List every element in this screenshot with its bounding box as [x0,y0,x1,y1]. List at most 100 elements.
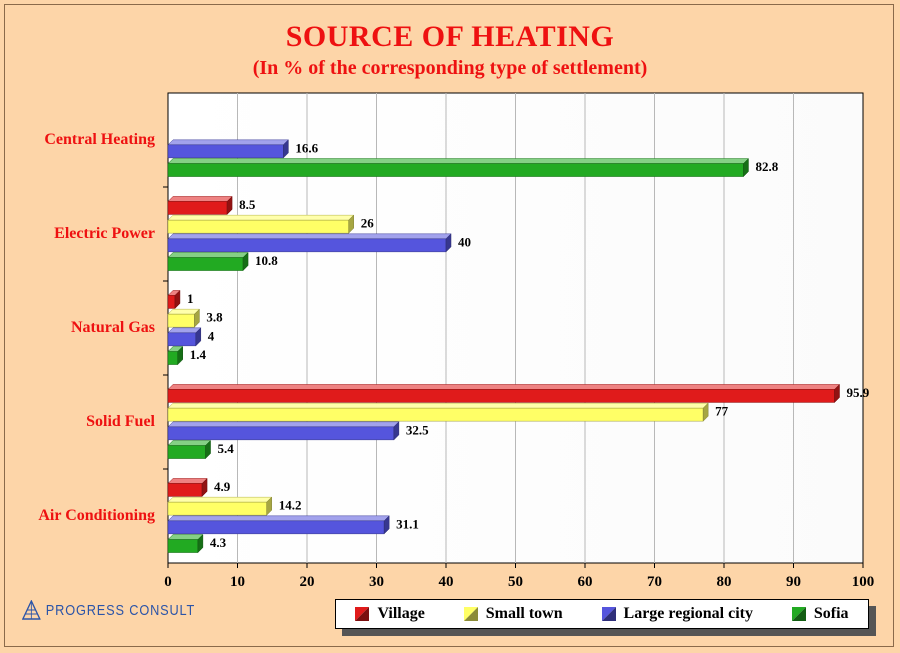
x-tick-label: 0 [164,574,172,590]
data-label: 3.8 [206,310,223,325]
bar-top-face [167,440,212,446]
legend: Village Small town Large regional city Sofi… [335,599,869,629]
legend-swatch [355,607,370,621]
x-tick-label: 50 [508,574,523,590]
bar-top-face [167,496,273,503]
data-label: 10.8 [255,253,278,268]
data-label: 4.3 [210,535,227,550]
legend-item: Large regional city [601,605,753,623]
bar-top-face [167,214,355,221]
data-label: 16.6 [295,140,318,155]
data-label: 4 [208,328,215,343]
company-logo: PROGRESS CONSULT [22,600,195,620]
legend-swatch [791,607,806,621]
bar-top-face [167,421,400,428]
bar-top-face [167,515,390,522]
data-label: 32.5 [406,422,429,437]
bar-village [167,295,176,309]
data-label: 95.9 [847,385,870,400]
bar-top-face [167,158,750,164]
chart-title: SOURCE OF HEATING [285,20,615,53]
data-label: 77 [715,404,729,419]
x-tick-label: 70 [647,574,662,590]
bar-top-face [167,478,208,484]
bar-top-face [167,402,709,409]
data-label: 4.9 [214,479,231,494]
chart-frame [4,4,894,647]
bar-large-regional-city [167,426,395,441]
data-label: 8.5 [239,197,256,212]
data-label: 40 [458,234,471,249]
progress-consult-logo-icon [22,600,41,620]
category-label: Air Conditioning [38,507,155,524]
bar-end-face [834,383,840,404]
bar-end-face [201,477,208,498]
data-label: 14.2 [279,498,302,513]
bar-village [167,389,835,403]
bar-sofia [167,445,206,459]
x-tick-label: 100 [852,574,875,590]
bar-end-face [266,496,272,516]
legend-label: Large regional city [623,605,753,622]
legend-swatch [601,607,616,621]
bar-top-face [167,308,201,315]
bar-small-town [167,219,349,234]
bar-end-face [197,533,204,554]
bar-end-face [177,345,183,366]
chart-subtitle: (In % of the corresponding type of settl… [252,57,648,79]
bar-large-regional-city [167,332,197,347]
x-tick-label: 40 [439,574,454,590]
bar-end-face [195,327,202,347]
bar-end-face [194,308,200,328]
category-label: Central Heating [44,131,155,148]
category-label: Electric Power [54,225,155,242]
bar-top-face [167,233,452,240]
data-label: 26 [361,216,375,231]
data-label: 1 [187,291,194,306]
bar-large-regional-city [167,144,284,159]
bar-small-town [167,407,704,422]
bar-top-face [167,139,289,146]
x-tick-label: 10 [230,574,245,590]
bar-top-face [167,196,233,202]
bar-end-face [226,195,233,216]
legend-label: Small town [485,605,563,622]
x-tick-label: 30 [369,574,384,590]
legend-item: Small town [463,605,563,623]
bar-end-face [743,157,749,178]
data-label: 1.4 [190,347,207,362]
category-label: Solid Fuel [86,413,155,430]
x-tick-label: 60 [578,574,593,590]
bar-top-face [167,327,202,334]
bar-end-face [205,439,211,460]
data-label: 82.8 [755,159,778,174]
data-label: 5.4 [218,441,235,456]
x-tick-label: 80 [717,574,732,590]
bar-large-regional-city [167,238,447,253]
legend-swatch [463,607,478,621]
bar-end-face [702,402,709,422]
legend-label: Sofia [813,605,849,622]
bar-sofia [167,351,178,365]
bar-top-face [167,534,204,540]
logo-text: PROGRESS CONSULT [45,601,196,619]
bar-large-regional-city [167,520,385,535]
bar-end-face [242,251,249,272]
bar-top-face [167,252,249,258]
bar-village [167,483,203,497]
bar-end-face [283,139,289,159]
bar-sofia [167,163,744,177]
bar-village [167,201,228,215]
x-tick-label: 20 [300,574,315,590]
bar-top-face [167,384,841,390]
legend-item: Village [355,605,425,623]
x-tick-label: 90 [786,574,801,590]
bar-end-face [174,289,181,310]
category-label: Natural Gas [71,319,155,336]
legend-label: Village [377,605,425,622]
bar-end-face [383,515,390,535]
bar-end-face [348,214,354,234]
bar-small-town [167,501,267,516]
bar-sofia [167,257,244,271]
